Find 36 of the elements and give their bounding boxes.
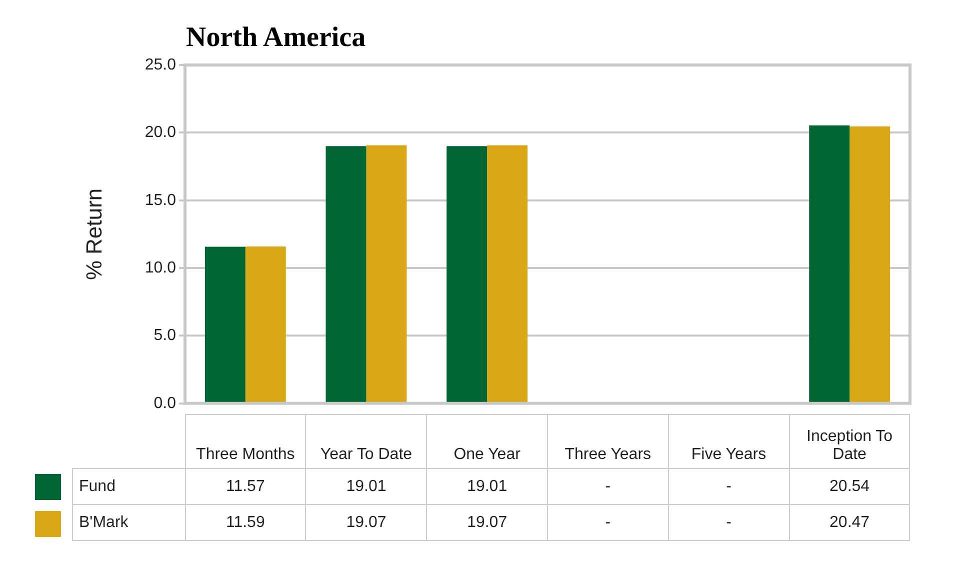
bar xyxy=(204,246,246,402)
data-label: 20.47 xyxy=(789,504,910,540)
y-tick-label: 15.0 xyxy=(144,192,176,209)
bar xyxy=(446,146,488,402)
legend-label: B'Mark xyxy=(72,504,185,540)
x-tick-label: Inception To Date xyxy=(789,414,910,468)
x-tick-label: One Year xyxy=(426,414,548,468)
y-tick-label: 25.0 xyxy=(144,56,176,74)
x-tick-label: Three Years xyxy=(547,414,668,468)
data-label: 11.59 xyxy=(185,504,306,540)
data-label: 11.57 xyxy=(185,468,306,504)
x-tick-label: Five Years xyxy=(668,414,790,468)
bar xyxy=(366,145,407,402)
y-tick-label: 5.0 xyxy=(154,327,176,344)
data-label: 19.01 xyxy=(426,468,548,504)
text: - xyxy=(605,514,611,530)
y-tick-label: 10.0 xyxy=(144,259,176,276)
data-label: 19.07 xyxy=(426,504,548,540)
bar xyxy=(809,125,850,402)
text: - xyxy=(726,514,732,530)
data-label: 20.54 xyxy=(789,468,910,504)
bar xyxy=(487,145,528,402)
data-label: 19.07 xyxy=(306,504,427,540)
x-tick-label: Year To Date xyxy=(306,414,427,468)
y-tick-label: 0.0 xyxy=(154,394,176,412)
bar xyxy=(326,146,366,402)
text: - xyxy=(726,478,732,494)
legend-label: Fund xyxy=(72,468,185,504)
text: - xyxy=(605,478,611,494)
data-label: 19.01 xyxy=(306,468,427,504)
chart-title: North America xyxy=(186,22,366,54)
x-tick-label: Three Months xyxy=(185,414,306,468)
y-tick-label: 20.0 xyxy=(144,124,176,142)
bar xyxy=(245,246,286,402)
y-axis-title: % Return xyxy=(81,188,106,280)
bar xyxy=(850,126,890,402)
